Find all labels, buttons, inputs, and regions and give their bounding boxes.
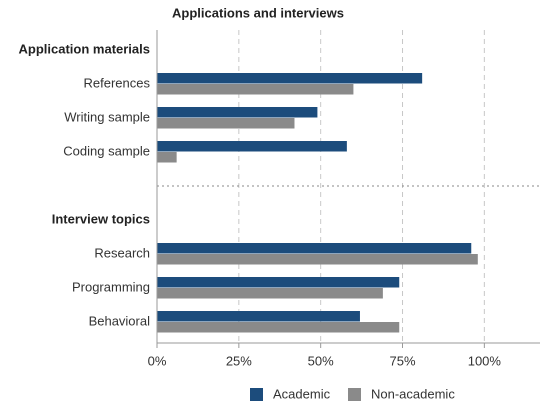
bar xyxy=(157,118,295,129)
group-label: Application materials xyxy=(19,41,150,56)
x-tick-label: 25% xyxy=(226,353,252,368)
x-tick-label: 75% xyxy=(389,353,415,368)
bar xyxy=(157,152,177,163)
legend-swatch xyxy=(250,388,263,401)
legend-swatch xyxy=(348,388,361,401)
y-tick-label: Research xyxy=(94,245,150,260)
y-tick-label: Behavioral xyxy=(89,313,151,328)
group-label: Interview topics xyxy=(52,211,150,226)
bar xyxy=(157,254,478,265)
bar xyxy=(157,288,383,299)
bar xyxy=(157,311,360,322)
bar xyxy=(157,277,400,288)
y-tick-label: Coding sample xyxy=(63,143,150,158)
bar xyxy=(157,84,354,95)
bar xyxy=(157,107,318,118)
y-tick-label: Writing sample xyxy=(64,109,150,124)
x-tick-label: 0% xyxy=(148,353,167,368)
bar xyxy=(157,243,472,254)
bar xyxy=(157,73,423,84)
legend-label: Non-academic xyxy=(371,386,455,401)
x-tick-label: 50% xyxy=(308,353,334,368)
bar xyxy=(157,322,400,333)
x-tick-label: 100% xyxy=(468,353,502,368)
legend-label: Academic xyxy=(273,386,331,401)
chart-title: Applications and interviews xyxy=(172,5,344,20)
bar xyxy=(157,141,347,152)
y-tick-label: References xyxy=(84,75,151,90)
y-tick-label: Programming xyxy=(72,279,150,294)
